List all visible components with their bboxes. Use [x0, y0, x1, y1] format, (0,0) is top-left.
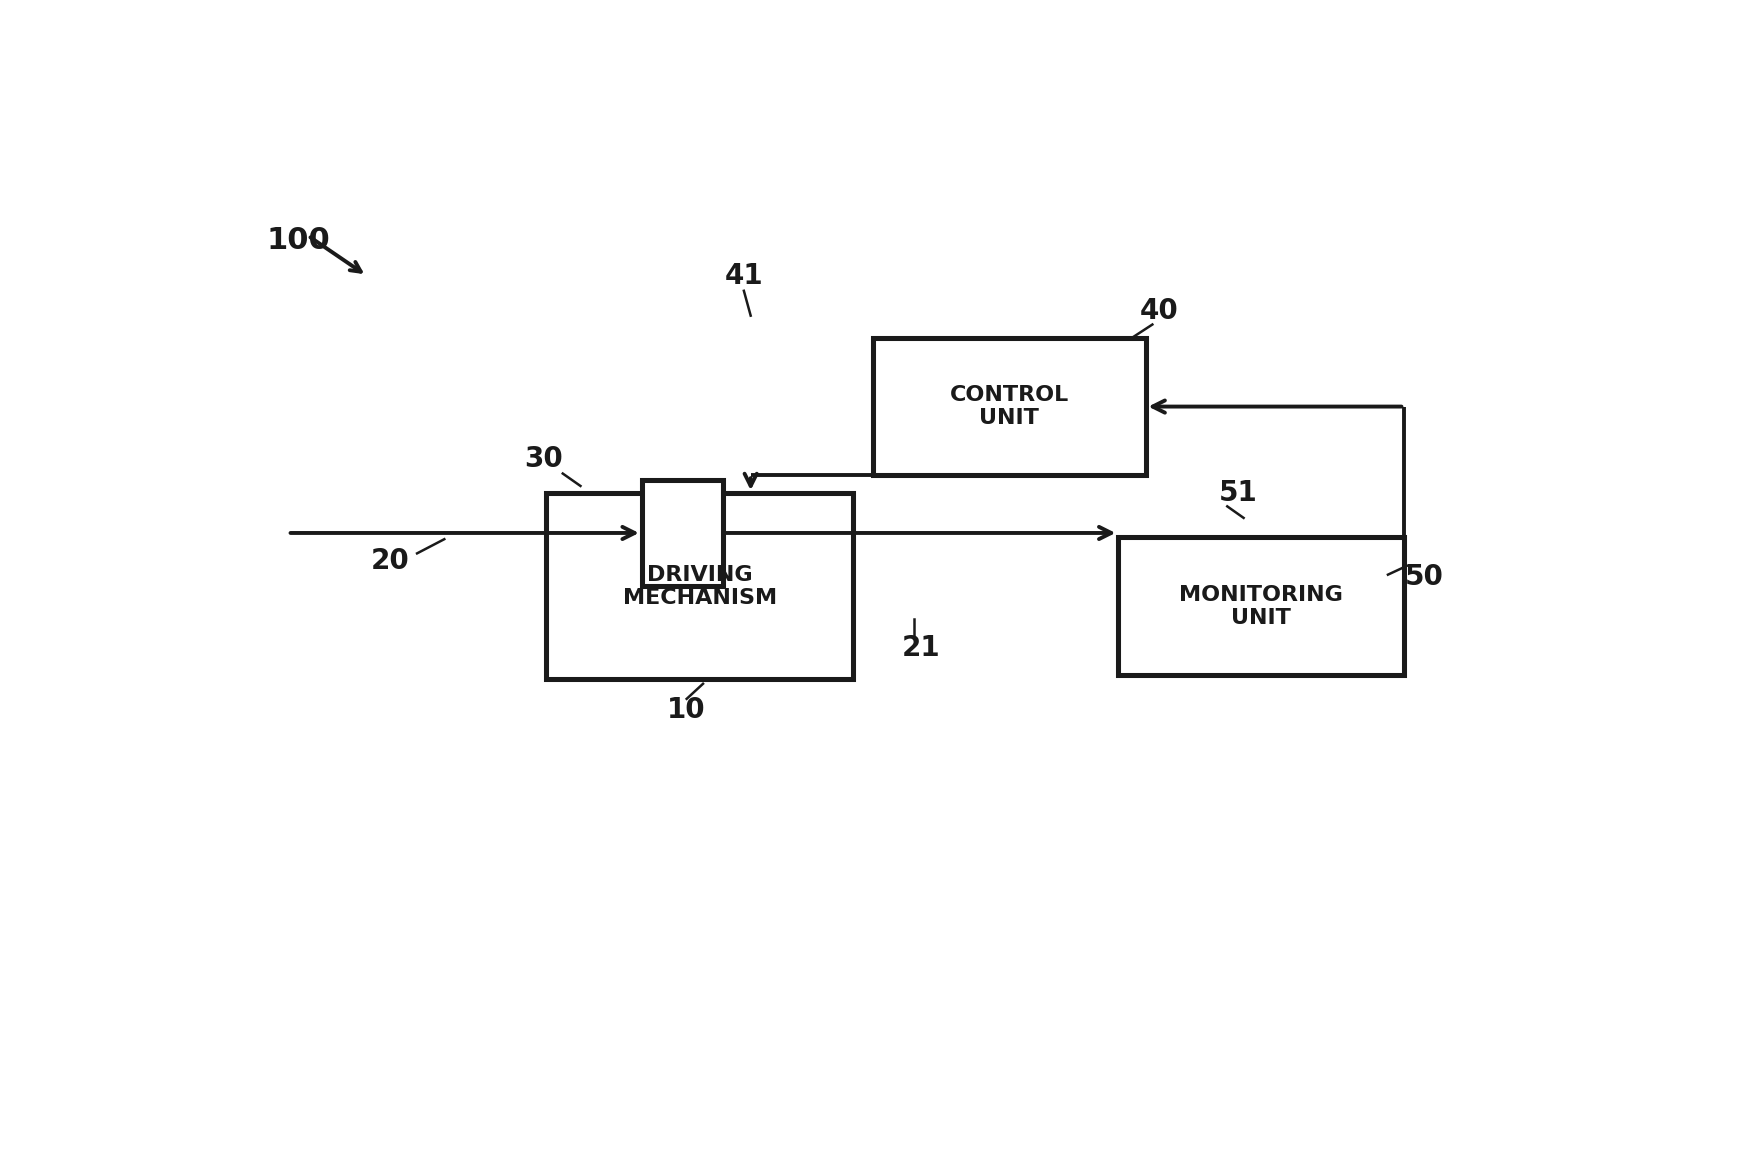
- Text: CONTROL
UNIT: CONTROL UNIT: [951, 385, 1068, 429]
- Bar: [546, 493, 852, 680]
- Text: 41: 41: [724, 262, 763, 290]
- Text: 30: 30: [524, 446, 562, 473]
- Text: MONITORING
UNIT: MONITORING UNIT: [1179, 584, 1344, 628]
- Bar: [641, 479, 724, 586]
- Text: 21: 21: [901, 635, 940, 662]
- Text: 100: 100: [267, 226, 330, 255]
- Text: DRIVING
MECHANISM: DRIVING MECHANISM: [622, 564, 777, 608]
- Text: 20: 20: [371, 547, 409, 575]
- Text: 40: 40: [1140, 297, 1179, 325]
- Text: 50: 50: [1406, 563, 1444, 591]
- Bar: [1119, 537, 1404, 675]
- Text: 10: 10: [668, 696, 706, 725]
- Bar: [873, 338, 1146, 476]
- Text: 51: 51: [1219, 479, 1258, 507]
